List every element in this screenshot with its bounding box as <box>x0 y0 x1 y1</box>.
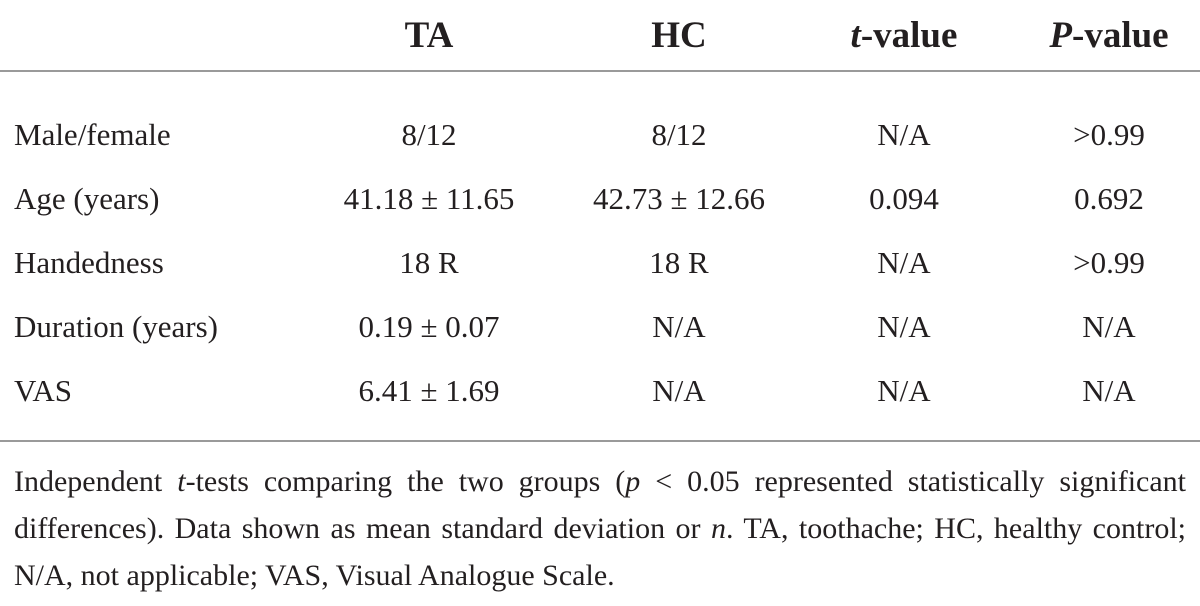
footnote-t-italic: t <box>177 465 186 498</box>
cell-hc: 42.73 ± 12.66 <box>592 181 765 216</box>
cell-t: N/A <box>877 117 931 152</box>
cell-t: N/A <box>877 309 931 344</box>
demographics-table-container: TA HC t-value P-value Male/female 8/12 8… <box>0 0 1200 443</box>
header-t-rest: -value <box>860 14 958 56</box>
cell-hc: N/A <box>652 373 706 408</box>
row-label: Age (years) <box>14 181 160 216</box>
cell-t: 0.094 <box>869 181 939 216</box>
header-p-italic: P <box>1049 14 1072 56</box>
row-label: Handedness <box>14 245 164 280</box>
cell-p: >0.99 <box>1073 245 1145 280</box>
cell-ta: 41.18 ± 11.65 <box>343 181 515 216</box>
row-label: Duration (years) <box>14 309 218 344</box>
header-ta: TA <box>404 14 454 56</box>
table-row: Male/female 8/12 8/12 N/A >0.99 <box>0 103 1200 167</box>
cell-p: >0.99 <box>1073 117 1145 152</box>
row-label: Male/female <box>14 117 171 152</box>
table-row: VAS 6.41 ± 1.69 N/A N/A N/A <box>0 359 1200 423</box>
row-label: VAS <box>14 373 73 408</box>
footnote-text: . TA, toothache; HC, healthy control; N/… <box>14 512 1186 592</box>
header-empty-cell <box>0 0 304 71</box>
cell-t: N/A <box>877 373 931 408</box>
footer-rule <box>0 440 1200 443</box>
cell-t: N/A <box>877 245 931 280</box>
footnote-p-italic: p <box>625 465 641 498</box>
cell-ta: 0.19 ± 0.07 <box>358 309 500 344</box>
footnote-text: Independent <box>14 465 178 498</box>
cell-p: N/A <box>1082 373 1136 408</box>
cell-ta: 18 R <box>399 245 459 280</box>
table-row: Age (years) 41.18 ± 11.65 42.73 ± 12.66 … <box>0 167 1200 231</box>
cell-hc: 18 R <box>649 245 709 280</box>
footnote-n-italic: n <box>710 512 726 545</box>
table-header-row: TA HC t-value P-value <box>0 0 1200 71</box>
header-t-italic: t <box>850 14 861 56</box>
cell-ta: 8/12 <box>401 117 457 152</box>
footnote-text: < 0.05 represented statistically signifi… <box>14 465 1187 545</box>
cell-hc: N/A <box>652 309 706 344</box>
header-p-value: P-value <box>1004 0 1200 71</box>
table-row: Duration (years) 0.19 ± 0.07 N/A N/A N/A <box>0 295 1200 359</box>
table-footnote: Independent t-tests comparing the two gr… <box>14 458 1186 599</box>
demographics-table: TA HC t-value P-value Male/female 8/12 8… <box>0 0 1200 443</box>
table-row: Handedness 18 R 18 R N/A >0.99 <box>0 231 1200 295</box>
header-p-rest: -value <box>1072 14 1169 56</box>
header-hc: HC <box>651 14 707 56</box>
header-t-value: t-value <box>804 0 1004 71</box>
cell-ta: 6.41 ± 1.69 <box>358 373 500 408</box>
footnote-text: -tests comparing the two groups ( <box>185 465 626 498</box>
cell-p: 0.692 <box>1074 181 1144 216</box>
cell-hc: 8/12 <box>651 117 707 152</box>
cell-p: N/A <box>1082 309 1136 344</box>
